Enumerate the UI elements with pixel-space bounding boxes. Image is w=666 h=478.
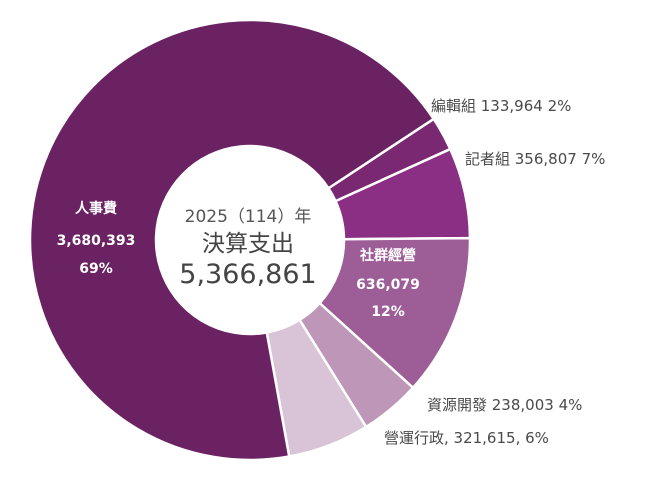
label-community-name: 社群經營	[359, 247, 416, 264]
label-personnel-value: 3,680,393	[57, 233, 136, 249]
center-total: 5,366,861	[179, 259, 316, 290]
label-personnel-name: 人事費	[75, 200, 117, 217]
label-editorial: 編輯組 133,964 2%	[431, 97, 571, 115]
slice-0	[28, 18, 435, 462]
label-community-percent: 12%	[371, 304, 405, 320]
center-title: 決算支出	[202, 231, 294, 257]
label-personnel-percent: 69%	[79, 261, 113, 277]
label-operations: 營運行政, 321,615, 6%	[384, 429, 549, 447]
label-resources: 資源開發 238,003 4%	[427, 396, 582, 414]
center-year: 2025（114）年	[185, 207, 312, 227]
label-reporters: 記者組 356,807 7%	[465, 150, 605, 168]
slice-group	[28, 18, 472, 462]
label-community-value: 636,079	[356, 277, 420, 293]
slice-3	[318, 236, 472, 389]
